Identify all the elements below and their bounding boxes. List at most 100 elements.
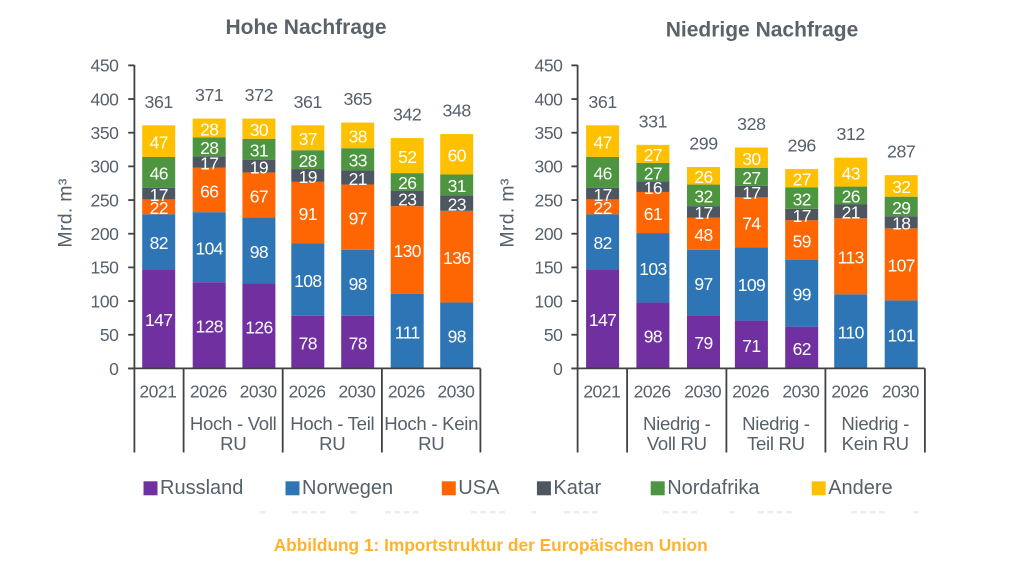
svg-text:300: 300 <box>535 157 564 177</box>
svg-text:Mrd. m³: Mrd. m³ <box>55 178 77 247</box>
svg-text:250: 250 <box>91 190 120 210</box>
svg-text:372: 372 <box>245 85 273 105</box>
svg-text:28: 28 <box>299 151 317 171</box>
svg-text:200: 200 <box>535 224 564 244</box>
svg-text:46: 46 <box>150 164 168 184</box>
svg-text:Andere: Andere <box>828 477 893 499</box>
svg-text:66: 66 <box>200 181 218 201</box>
svg-text:21: 21 <box>349 169 367 189</box>
svg-text:RU: RU <box>418 433 444 454</box>
svg-text:26: 26 <box>694 167 712 187</box>
svg-text:28: 28 <box>200 119 218 139</box>
svg-text:27: 27 <box>793 169 811 189</box>
svg-text:Hoch - Voll: Hoch - Voll <box>190 413 277 434</box>
svg-text:136: 136 <box>443 248 470 268</box>
svg-text:32: 32 <box>793 189 811 209</box>
svg-text:2021: 2021 <box>139 381 176 401</box>
svg-text:103: 103 <box>639 259 666 279</box>
svg-text:48: 48 <box>694 225 712 245</box>
svg-text:18: 18 <box>892 214 910 234</box>
svg-text:109: 109 <box>738 275 765 295</box>
svg-text:97: 97 <box>694 274 712 294</box>
svg-text:32: 32 <box>694 187 712 207</box>
svg-text:17: 17 <box>200 153 218 173</box>
svg-text:82: 82 <box>150 233 168 253</box>
svg-text:17: 17 <box>742 183 760 203</box>
svg-text:27: 27 <box>742 168 760 188</box>
svg-text:97: 97 <box>349 209 367 229</box>
svg-text:328: 328 <box>737 114 766 134</box>
svg-text:22: 22 <box>150 198 168 218</box>
svg-text:USA: USA <box>458 477 500 499</box>
svg-text:287: 287 <box>887 142 915 162</box>
svg-text:74: 74 <box>742 214 761 234</box>
svg-text:2030: 2030 <box>240 381 278 401</box>
svg-text:342: 342 <box>393 105 421 125</box>
svg-text:21: 21 <box>842 202 860 222</box>
svg-text:30: 30 <box>742 149 761 169</box>
svg-text:29: 29 <box>892 198 910 218</box>
svg-text:38: 38 <box>349 127 367 147</box>
svg-text:28: 28 <box>200 138 218 158</box>
svg-text:47: 47 <box>593 132 611 152</box>
svg-text:Nordafrika: Nordafrika <box>667 477 760 499</box>
svg-text:2030: 2030 <box>437 381 475 401</box>
svg-text:78: 78 <box>299 333 317 353</box>
svg-text:61: 61 <box>644 204 662 224</box>
svg-text:2030: 2030 <box>882 381 920 401</box>
svg-text:RU: RU <box>319 433 345 454</box>
svg-text:113: 113 <box>838 248 864 268</box>
svg-text:2026: 2026 <box>289 381 326 401</box>
svg-text:Voll RU: Voll RU <box>647 433 707 454</box>
svg-text:2026: 2026 <box>388 381 425 401</box>
svg-text:Niedrige Nachfrage: Niedrige Nachfrage <box>666 18 859 41</box>
svg-text:361: 361 <box>144 92 173 112</box>
svg-text:400: 400 <box>535 89 564 109</box>
svg-text:450: 450 <box>535 56 564 76</box>
svg-text:2026: 2026 <box>190 381 227 401</box>
svg-text:101: 101 <box>887 326 914 346</box>
svg-text:348: 348 <box>442 101 471 121</box>
svg-text:71: 71 <box>742 336 760 356</box>
svg-text:Norwegen: Norwegen <box>302 477 393 499</box>
svg-text:RU: RU <box>220 433 246 454</box>
svg-text:Russland: Russland <box>160 477 243 499</box>
svg-text:27: 27 <box>644 163 662 183</box>
svg-text:19: 19 <box>250 157 268 177</box>
svg-text:52: 52 <box>398 147 416 167</box>
svg-text:150: 150 <box>91 258 120 278</box>
svg-text:Niedrig -: Niedrig - <box>841 413 909 434</box>
svg-text:59: 59 <box>793 231 811 251</box>
svg-text:2030: 2030 <box>782 381 820 401</box>
svg-text:62: 62 <box>793 339 811 359</box>
svg-text:2030: 2030 <box>338 381 376 401</box>
svg-text:37: 37 <box>299 129 317 149</box>
svg-text:296: 296 <box>787 136 816 156</box>
svg-text:Hoch - Teil: Hoch - Teil <box>290 413 374 434</box>
svg-text:147: 147 <box>145 310 172 330</box>
svg-text:2030: 2030 <box>684 381 722 401</box>
svg-text:150: 150 <box>535 258 564 278</box>
svg-text:60: 60 <box>448 146 467 166</box>
svg-text:371: 371 <box>195 85 224 105</box>
svg-text:17: 17 <box>694 203 712 223</box>
svg-text:0: 0 <box>553 359 563 379</box>
svg-text:361: 361 <box>294 92 323 112</box>
svg-text:26: 26 <box>842 187 860 207</box>
svg-text:Abbildung 1: Importstruktur de: Abbildung 1: Importstruktur der Europäis… <box>274 535 708 555</box>
svg-text:78: 78 <box>349 333 367 353</box>
svg-text:98: 98 <box>349 274 367 294</box>
svg-text:299: 299 <box>689 134 718 154</box>
svg-text:147: 147 <box>589 310 616 330</box>
svg-text:108: 108 <box>294 271 321 291</box>
svg-text:Hoch - Kein: Hoch - Kein <box>384 413 478 434</box>
svg-text:43: 43 <box>842 163 860 183</box>
svg-text:331: 331 <box>639 111 668 131</box>
svg-text:17: 17 <box>793 206 811 226</box>
svg-text:250: 250 <box>535 190 564 210</box>
svg-text:19: 19 <box>299 167 317 187</box>
svg-text:Teil RU: Teil RU <box>747 433 805 454</box>
svg-text:Mrd. m³: Mrd. m³ <box>497 178 519 247</box>
svg-text:350: 350 <box>91 123 120 143</box>
svg-text:Niedrig -: Niedrig - <box>643 413 711 434</box>
